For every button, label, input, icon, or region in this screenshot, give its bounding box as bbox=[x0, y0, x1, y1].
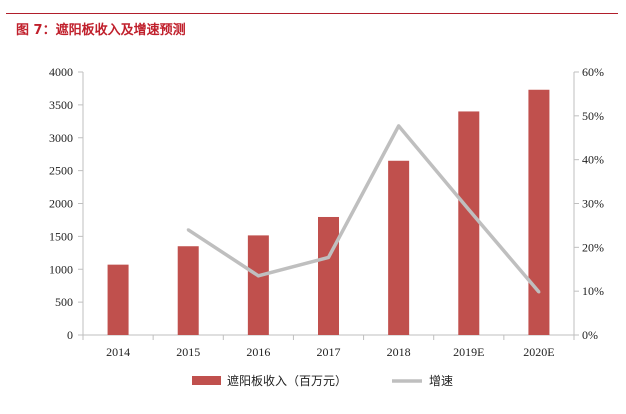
bar-2019E bbox=[458, 111, 480, 335]
y-left-tick-label: 500 bbox=[55, 295, 73, 309]
growth-point-2015 bbox=[186, 228, 190, 232]
y-left-tick-label: 1000 bbox=[49, 262, 73, 276]
y-right-tick-label: 60% bbox=[582, 65, 604, 79]
figure-title: 图 7：遮阳板收入及增速预测 bbox=[16, 23, 186, 38]
bar-2017 bbox=[318, 216, 339, 335]
x-tick-label: 2020E bbox=[523, 345, 554, 359]
y-right-tick-label: 30% bbox=[582, 197, 604, 211]
bar-2016 bbox=[247, 235, 269, 335]
bar-2015 bbox=[177, 246, 199, 335]
y-left-tick-label: 2000 bbox=[49, 197, 73, 211]
growth-point-2016 bbox=[256, 274, 260, 278]
x-tick-label: 2017 bbox=[317, 345, 341, 359]
y-left-tick-label: 2500 bbox=[49, 164, 73, 178]
growth-line bbox=[187, 124, 541, 294]
y-left-tick-label: 0 bbox=[67, 328, 73, 342]
y-left-tick-label: 3000 bbox=[49, 131, 73, 145]
bar-2020E bbox=[528, 89, 550, 335]
y-right-tick-label: 50% bbox=[582, 109, 604, 123]
legend-line-label: 增速 bbox=[429, 374, 453, 388]
x-tick-label: 2016 bbox=[246, 345, 270, 359]
bar-2018 bbox=[388, 160, 410, 335]
bar-2014 bbox=[107, 264, 129, 335]
y-left-tick-label: 4000 bbox=[49, 65, 73, 79]
legend-bar-label: 遮阳板收入（百万元） bbox=[227, 373, 347, 388]
legend-bar-swatch bbox=[192, 376, 221, 385]
x-tick-label: 2015 bbox=[176, 345, 200, 359]
y-right-tick-label: 40% bbox=[582, 153, 604, 167]
y-right-tick-label: 10% bbox=[582, 284, 604, 298]
title-rule bbox=[6, 13, 618, 14]
y-right-tick-label: 20% bbox=[582, 240, 604, 254]
y-left-tick-label: 1500 bbox=[49, 229, 73, 243]
growth-point-2017 bbox=[327, 255, 330, 259]
y-left-tick-label: 3500 bbox=[49, 98, 73, 112]
growth-point-2020E bbox=[537, 290, 541, 294]
growth-point-2018 bbox=[397, 124, 401, 128]
x-tick-label: 2019E bbox=[453, 345, 484, 359]
x-tick-label: 2014 bbox=[106, 345, 130, 359]
growth-point-2019E bbox=[467, 208, 471, 212]
x-tick-label: 2018 bbox=[387, 345, 411, 359]
y-right-tick-label: 0% bbox=[582, 328, 598, 342]
